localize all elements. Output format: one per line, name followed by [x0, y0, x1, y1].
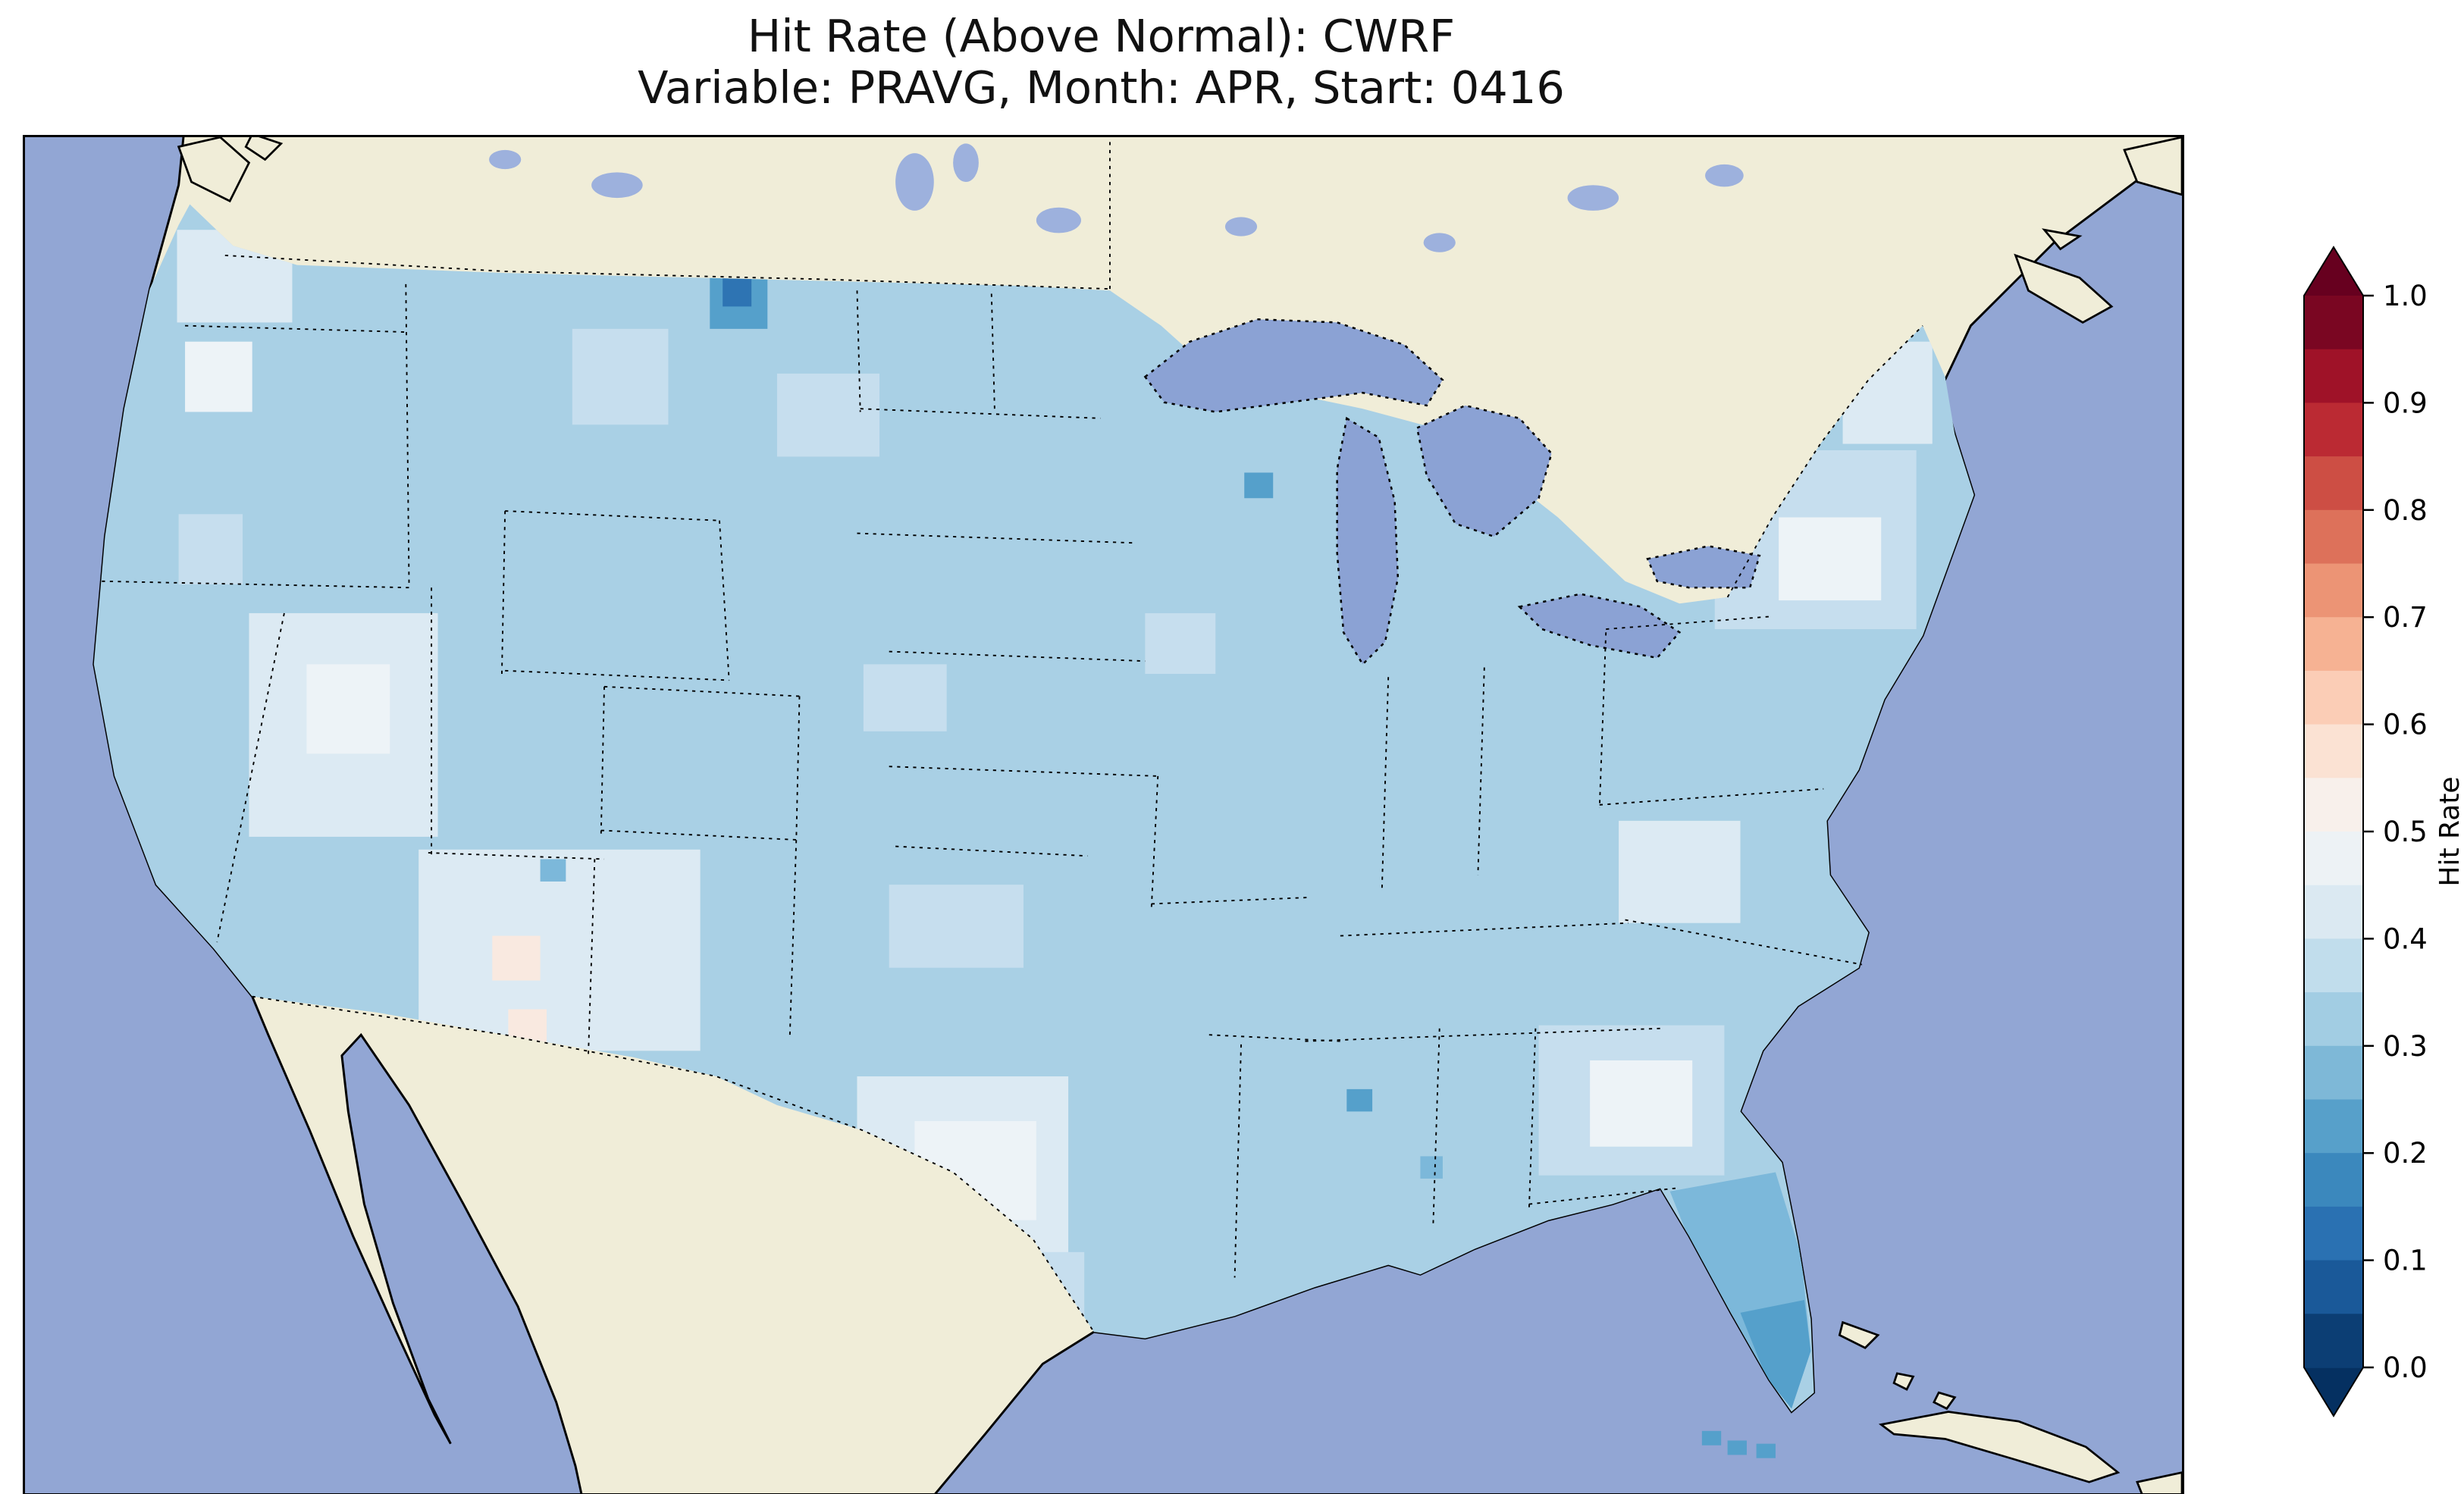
colorbar-extend-under	[2304, 1367, 2363, 1416]
colorbar-band	[2304, 724, 2363, 779]
colorbar-band	[2304, 563, 2363, 618]
colorbar-band	[2304, 1260, 2363, 1315]
colorbar-tick-label: 0.5	[2383, 816, 2428, 848]
hit-rate-patch	[863, 664, 947, 731]
great-lakes	[1143, 318, 1761, 666]
colorbar-band	[2304, 296, 2363, 350]
hit-rate-patch	[723, 277, 752, 307]
lake-erie	[1517, 593, 1682, 659]
florida-keys-cells	[1701, 1430, 1776, 1458]
hit-rate-patch	[178, 514, 243, 585]
hit-rate-patch	[306, 664, 390, 754]
colorbar: 1.0 0.9 0.8 0.7 0.6 0.5 0.4 0.3 0.2 0.1 0.0 Hit Rat…	[2301, 244, 2464, 1427]
colorbar-band	[2304, 938, 2363, 993]
colorbar-band	[2304, 832, 2363, 886]
hit-rate-patch	[540, 859, 566, 882]
colorbar-band	[2304, 1314, 2363, 1368]
state-boundaries	[102, 137, 1923, 1333]
colorbar-band	[2304, 402, 2363, 457]
colorbar-tick-label: 0.7	[2383, 601, 2428, 634]
hit-rate-patch	[492, 935, 541, 981]
hit-rate-patch-south-florida	[1740, 1300, 1811, 1409]
colorbar-band	[2304, 1206, 2363, 1261]
canada-lakes	[489, 143, 1744, 252]
hit-rate-patch	[1590, 1060, 1693, 1147]
hit-rate-patch	[889, 885, 1024, 968]
colorbar-tick-label: 0.2	[2383, 1137, 2428, 1170]
hit-rate-patch	[1346, 1088, 1373, 1112]
colorbar-band	[2304, 349, 2363, 404]
colorbar-band	[2304, 885, 2363, 940]
colorbar-tick-label: 0.4	[2383, 922, 2428, 955]
colorbar-band	[2304, 778, 2363, 832]
hit-rate-patch	[1619, 820, 1741, 923]
colorbar-tick-label: 0.8	[2383, 494, 2428, 527]
hit-rate-patch	[1244, 472, 1274, 499]
colorbar-band	[2304, 509, 2363, 565]
colorbar-band	[2304, 670, 2363, 725]
hit-rate-patch	[1145, 612, 1216, 675]
colorbar-tick-label: 0.9	[2383, 387, 2428, 419]
colorbar-axis-label: Hit Rate	[2434, 776, 2464, 886]
plot-title-line1: Hit Rate (Above Normal): CWRF	[747, 10, 1456, 62]
lake-superior	[1143, 318, 1444, 413]
hit-rate-patch	[185, 341, 252, 412]
hit-rate-patch	[1420, 1156, 1443, 1179]
map-axes	[23, 135, 2184, 1494]
colorbar-band	[2304, 456, 2363, 511]
colorbar-band	[2304, 1153, 2363, 1207]
lake-michigan	[1336, 416, 1400, 666]
hit-rate-patch	[572, 328, 669, 425]
colorbar-tick-label: 0.1	[2383, 1245, 2428, 1277]
plot-title: Hit Rate (Above Normal): CWRF Variable: …	[23, 11, 2180, 114]
hit-rate-patch	[419, 849, 701, 1051]
hit-rate-patches	[177, 230, 1933, 1409]
colorbar-extend-over	[2304, 247, 2363, 296]
colorbar-tick-label: 1.0	[2383, 280, 2428, 312]
colorbar-band	[2304, 1045, 2363, 1101]
hit-rate-patch	[1779, 517, 1882, 601]
plot-title-line2: Variable: PRAVG, Month: APR, Start: 0416	[638, 61, 1565, 114]
islands	[177, 137, 2182, 1493]
map-canvas	[25, 137, 2182, 1493]
colorbar-band	[2304, 617, 2363, 672]
colorbar-tick-label: 0.6	[2383, 709, 2428, 741]
hit-rate-patch	[776, 373, 880, 457]
lake-huron	[1415, 404, 1553, 538]
lake-ontario	[1646, 545, 1761, 589]
colorbar-tick-label: 0.0	[2383, 1351, 2428, 1384]
colorbar-canvas: 1.0 0.9 0.8 0.7 0.6 0.5 0.4 0.3 0.2 0.1 0.0 Hit Rat…	[2303, 246, 2464, 1417]
colorbar-tick-label: 0.3	[2383, 1030, 2428, 1063]
colorbar-band	[2304, 1099, 2363, 1154]
colorbar-band	[2304, 992, 2363, 1047]
